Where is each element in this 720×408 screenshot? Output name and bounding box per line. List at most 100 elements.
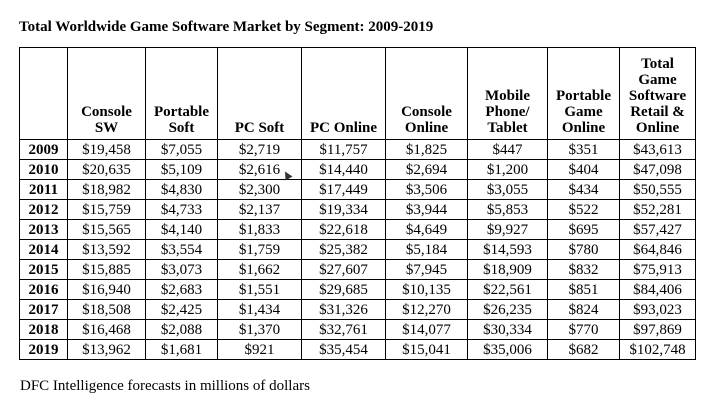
value-cell: $20,635 bbox=[67, 159, 146, 180]
value-cell: $832 bbox=[547, 259, 620, 280]
value-cell: $682 bbox=[547, 339, 620, 360]
value-cell: $14,593 bbox=[467, 239, 548, 260]
value-cell: $5,109 bbox=[145, 159, 218, 180]
value-cell: $13,962 bbox=[67, 339, 146, 360]
value-cell: $4,140 bbox=[145, 219, 218, 240]
value-cell: $2,300 bbox=[217, 179, 302, 200]
value-cell: $26,235 bbox=[467, 299, 548, 320]
column-header: Portable Game Online bbox=[547, 47, 620, 140]
value-cell: $1,833 bbox=[217, 219, 302, 240]
table-row: 2012 $15,759 $4,733 $2,137 $19,334 $3,944 $5,8… bbox=[19, 199, 696, 220]
value-cell: $93,023 bbox=[619, 299, 696, 320]
value-cell: $3,055 bbox=[467, 179, 548, 200]
table-body: 2009 $19,458 $7,055 $2,719 $11,757 $1,825 $447… bbox=[19, 139, 696, 360]
value-cell: $695 bbox=[547, 219, 620, 240]
footnote: DFC Intelligence forecasts in millions o… bbox=[20, 378, 310, 394]
value-cell: $851 bbox=[547, 279, 620, 300]
value-cell: $2,719 bbox=[217, 139, 302, 160]
value-cell: $10,135 bbox=[385, 279, 468, 300]
value-cell: $22,618 bbox=[301, 219, 386, 240]
table-row: 2015 $15,885 $3,073 $1,662 $27,607 $7,945 $18,… bbox=[19, 259, 696, 280]
value-cell: $9,927 bbox=[467, 219, 548, 240]
value-cell: $1,434 bbox=[217, 299, 302, 320]
value-cell: $404 bbox=[547, 159, 620, 180]
column-header: Total Game Software Retail & Online bbox=[619, 47, 696, 140]
value-cell: $16,940 bbox=[67, 279, 146, 300]
value-cell: $22,561 bbox=[467, 279, 548, 300]
value-cell: $4,733 bbox=[145, 199, 218, 220]
column-header: Portable Soft bbox=[145, 47, 218, 140]
value-cell: $5,184 bbox=[385, 239, 468, 260]
value-cell: $7,055 bbox=[145, 139, 218, 160]
value-cell: $1,681 bbox=[145, 339, 218, 360]
value-cell: $2,425 bbox=[145, 299, 218, 320]
value-cell: $447 bbox=[467, 139, 548, 160]
year-cell: 2012 bbox=[19, 199, 68, 220]
market-table: Console SW Portable Soft PC Soft PC Online C… bbox=[19, 47, 696, 360]
year-cell: 2013 bbox=[19, 219, 68, 240]
value-cell: $1,200 bbox=[467, 159, 548, 180]
value-cell: $97,869 bbox=[619, 319, 696, 340]
value-cell: $35,006 bbox=[467, 339, 548, 360]
value-cell: $32,761 bbox=[301, 319, 386, 340]
value-cell: $1,551 bbox=[217, 279, 302, 300]
value-cell: $11,757 bbox=[301, 139, 386, 160]
value-cell: $18,508 bbox=[67, 299, 146, 320]
column-header: PC Online bbox=[301, 47, 386, 140]
value-cell: $15,885 bbox=[67, 259, 146, 280]
value-cell: $15,041 bbox=[385, 339, 468, 360]
value-cell: $7,945 bbox=[385, 259, 468, 280]
value-cell: $3,506 bbox=[385, 179, 468, 200]
column-header: Console Online bbox=[385, 47, 468, 140]
value-cell: $31,326 bbox=[301, 299, 386, 320]
value-cell: $2,137 bbox=[217, 199, 302, 220]
value-cell: $16,468 bbox=[67, 319, 146, 340]
value-cell: $57,427 bbox=[619, 219, 696, 240]
header-row: Console SW Portable Soft PC Soft PC Online C… bbox=[19, 47, 696, 140]
table-row: 2014 $13,592 $3,554 $1,759 $25,382 $5,184 $14,… bbox=[19, 239, 696, 260]
table-row: 2016 $16,940 $2,683 $1,551 $29,685 $10,135 $22… bbox=[19, 279, 696, 300]
value-cell: $14,440 bbox=[301, 159, 386, 180]
value-cell: $19,334 bbox=[301, 199, 386, 220]
value-cell: $64,846 bbox=[619, 239, 696, 260]
value-cell: $770 bbox=[547, 319, 620, 340]
column-header: PC Soft bbox=[217, 47, 302, 140]
value-cell: $75,913 bbox=[619, 259, 696, 280]
value-cell: $2,694 bbox=[385, 159, 468, 180]
table-row: 2009 $19,458 $7,055 $2,719 $11,757 $1,825 $447… bbox=[19, 139, 696, 160]
value-cell: $2,683 bbox=[145, 279, 218, 300]
value-cell: $18,909 bbox=[467, 259, 548, 280]
year-cell: 2018 bbox=[19, 319, 68, 340]
year-cell: 2011 bbox=[19, 179, 68, 200]
value-cell: $921 bbox=[217, 339, 302, 360]
value-cell: $25,382 bbox=[301, 239, 386, 260]
value-cell: $84,406 bbox=[619, 279, 696, 300]
value-cell: $351 bbox=[547, 139, 620, 160]
value-cell: $27,607 bbox=[301, 259, 386, 280]
value-cell: $17,449 bbox=[301, 179, 386, 200]
year-cell: 2016 bbox=[19, 279, 68, 300]
value-cell: $13,592 bbox=[67, 239, 146, 260]
value-cell: $824 bbox=[547, 299, 620, 320]
value-cell: $35,454 bbox=[301, 339, 386, 360]
value-cell: $3,944 bbox=[385, 199, 468, 220]
table-row: 2010 $20,635 $5,109 $2,616 $14,440 $2,694 $1,2… bbox=[19, 159, 696, 180]
year-cell: 2014 bbox=[19, 239, 68, 260]
year-cell: 2010 bbox=[19, 159, 68, 180]
value-cell: $15,759 bbox=[67, 199, 146, 220]
value-cell: $47,098 bbox=[619, 159, 696, 180]
table-row: 2011 $18,982 $4,830 $2,300 $17,449 $3,506 $3,0… bbox=[19, 179, 696, 200]
year-cell: 2015 bbox=[19, 259, 68, 280]
table-row: 2013 $15,565 $4,140 $1,833 $22,618 $4,649 $9,9… bbox=[19, 219, 696, 240]
value-cell: $3,073 bbox=[145, 259, 218, 280]
year-cell: 2009 bbox=[19, 139, 68, 160]
value-cell: $4,830 bbox=[145, 179, 218, 200]
value-cell: $29,685 bbox=[301, 279, 386, 300]
value-cell: $1,759 bbox=[217, 239, 302, 260]
value-cell: $4,649 bbox=[385, 219, 468, 240]
year-cell: 2017 bbox=[19, 299, 68, 320]
value-cell: $522 bbox=[547, 199, 620, 220]
value-cell: $1,370 bbox=[217, 319, 302, 340]
value-cell: $14,077 bbox=[385, 319, 468, 340]
value-cell: $18,982 bbox=[67, 179, 146, 200]
